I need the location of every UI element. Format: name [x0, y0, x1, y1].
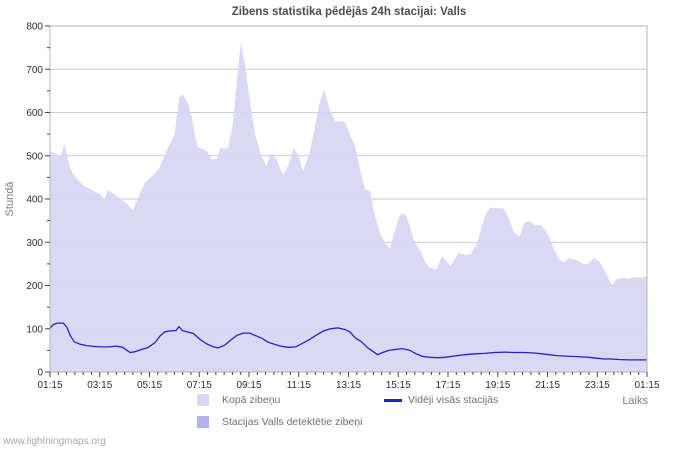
y-axis-label: Stundā: [4, 181, 16, 217]
x-tick-label: 21:15: [535, 380, 560, 391]
plot-area: 0 100 200 300 400 500 600 700 800 01:15 03:15 05:15…: [26, 22, 660, 392]
x-axis-label: Laiks: [622, 395, 648, 407]
x-tick-label: 01:15: [634, 380, 659, 391]
y-tick-label: 100: [26, 324, 43, 335]
area-series: [50, 42, 647, 373]
x-tick-label: 23:15: [585, 380, 610, 391]
y-tick-label: 800: [26, 22, 43, 33]
x-tick-label: 07:15: [187, 380, 212, 391]
watermark-text: www.lightningmaps.org: [2, 436, 106, 447]
y-tick-label: 300: [26, 238, 43, 249]
x-tick-label: 01:15: [37, 380, 62, 391]
y-tick-label: 500: [26, 151, 43, 162]
x-tick-label: 11:15: [287, 380, 312, 391]
y-tick-label: 200: [26, 281, 43, 292]
y-tick-label: 400: [26, 195, 43, 206]
x-tick-label: 03:15: [87, 380, 112, 391]
x-tick-label: 13:15: [336, 380, 361, 391]
x-tick-label: 19:15: [485, 380, 510, 391]
y-tick-label: 0: [37, 368, 43, 379]
x-tick-label: 15:15: [386, 380, 411, 391]
chart-title: Zibens statistika pēdējās 24h stacijai: …: [232, 6, 467, 18]
x-tick-label: 05:15: [137, 380, 162, 391]
average-line: [49, 322, 647, 361]
x-tick-label: 17:15: [435, 380, 460, 391]
y-tick-label: 600: [26, 108, 43, 119]
x-tick-label: 09:15: [236, 380, 261, 391]
y-tick-label: 700: [26, 65, 43, 76]
